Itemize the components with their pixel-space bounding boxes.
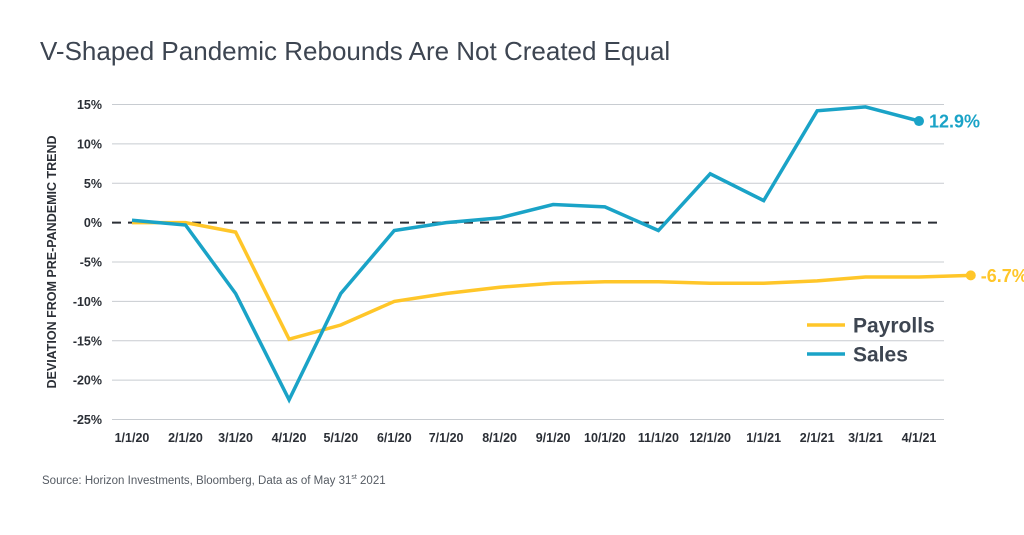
x-tick-label: 9/1/20 [536, 431, 571, 445]
x-tick-label: 2/1/21 [800, 431, 835, 445]
x-tick-label: 2/1/20 [168, 431, 203, 445]
x-tick-label: 1/1/20 [115, 431, 150, 445]
sales-legend-label: Sales [853, 344, 908, 367]
y-tick-label: -5% [80, 256, 102, 270]
x-tick-label: 10/1/20 [584, 431, 626, 445]
x-tick-label: 11/1/20 [638, 431, 679, 445]
y-tick-label: -15% [73, 334, 102, 348]
x-tick-label: 12/1/20 [689, 431, 731, 445]
y-axis-title: DEVIATION FROM PRE-PANDEMIC TREND [45, 135, 59, 388]
x-tick-label: 7/1/20 [429, 431, 464, 445]
source-superscript: st [351, 474, 357, 481]
y-tick-label: -25% [73, 413, 102, 427]
gridlines [112, 104, 944, 420]
y-tick-label: 10% [77, 137, 102, 151]
sales-line [131, 105, 920, 404]
x-tick-label: 3/1/21 [848, 431, 883, 445]
x-tick-label: 4/1/20 [272, 431, 307, 445]
source-note: Source: Horizon Investments, Bloomberg, … [42, 474, 386, 487]
y-tick-label: 5% [84, 177, 102, 191]
y-tick-label: -20% [73, 374, 102, 388]
x-tick-label: 5/1/20 [323, 431, 358, 445]
payrolls-end-point [965, 270, 976, 281]
payrolls-legend-label: Payrolls [853, 315, 935, 338]
x-tick-label: 8/1/20 [482, 431, 517, 445]
y-tick-label: 15% [77, 98, 102, 112]
y-axis-ticks: 15% 10% 5% 0% -5% -10% -15% -20% -25% [73, 98, 102, 427]
payrolls-end-label: -6.7% [981, 266, 1024, 286]
source-text: Source: Horizon Investments, Bloomberg, … [42, 474, 352, 487]
x-axis-ticks: 1/1/20 2/1/20 3/1/20 4/1/20 5/1/20 6/1/20 7/1/… [115, 431, 937, 445]
x-tick-label: 3/1/20 [218, 431, 253, 445]
chart-title: V-Shaped Pandemic Rebounds Are Not Creat… [40, 36, 671, 66]
source-year: 2021 [356, 474, 386, 487]
sales-end-point [914, 116, 924, 127]
y-tick-label: -10% [73, 295, 102, 309]
x-tick-label: 6/1/20 [377, 431, 412, 445]
legend: Payrolls Sales [807, 315, 935, 367]
payrolls-line [132, 220, 971, 342]
y-tick-label: 0% [84, 216, 102, 230]
x-tick-label: 4/1/21 [902, 431, 937, 445]
series-lines: -6.7% 12.9% [131, 105, 1024, 404]
x-tick-label: 1/1/21 [746, 431, 781, 445]
sales-end-label: 12.9% [929, 112, 980, 132]
